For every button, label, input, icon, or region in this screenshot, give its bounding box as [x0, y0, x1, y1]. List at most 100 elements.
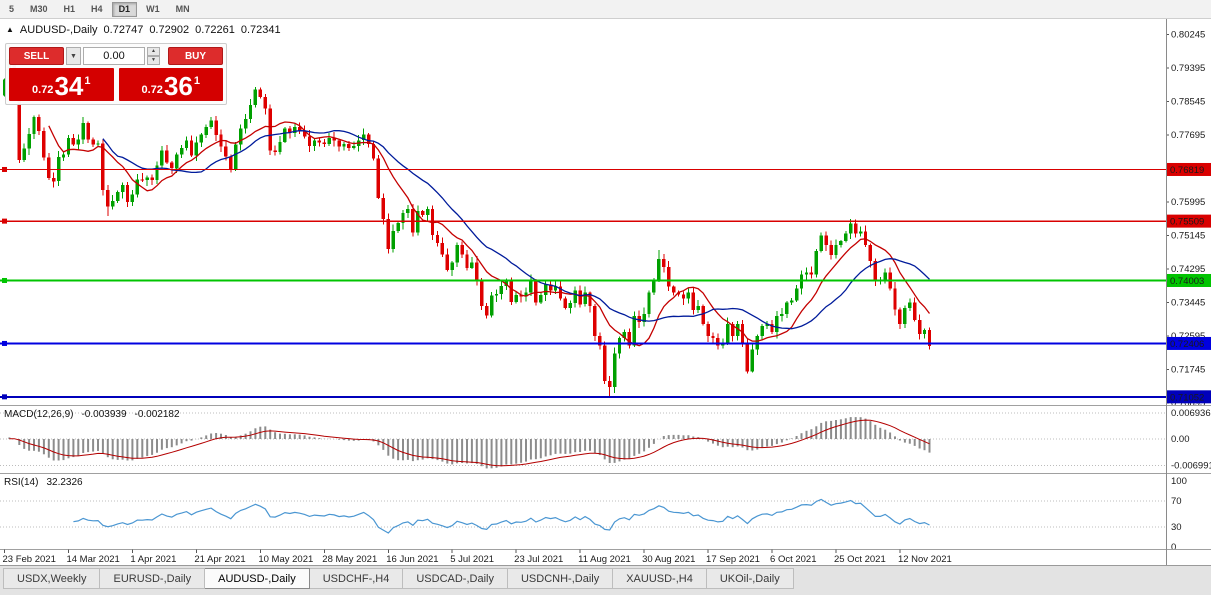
timeframe-h1[interactable]: H1 [57, 2, 83, 17]
macd-name: MACD(12,26,9) [4, 409, 74, 420]
macd-signal-line [9, 419, 930, 467]
level-handle[interactable] [2, 166, 7, 172]
price-badge [1167, 336, 1211, 350]
chart-title: ▲ AUDUSD-,Daily 0.72747 0.72902 0.72261 … [6, 24, 281, 36]
rsi-indicator-label: RSI(14) 32.2326 [4, 477, 83, 488]
ma-fast-line[interactable] [48, 121, 931, 347]
level-handle[interactable] [2, 218, 7, 224]
ohlc-open: 0.72747 [103, 24, 144, 36]
svg-text:0.70895: 0.70895 [1171, 398, 1205, 409]
timeframe-toolbar: 5 M30 H1 H4 D1 W1 MN [0, 0, 1211, 19]
ohlc-high: 0.72902 [149, 24, 190, 36]
chart-tab-usdx-weekly[interactable]: USDX,Weekly [3, 568, 101, 589]
level-handle[interactable] [2, 394, 7, 400]
price-axis-labels: 0.80245 0.79395 0.78545 0.77695 0.75995 0.751… [1166, 29, 1205, 409]
timeframe-h4[interactable]: H4 [84, 2, 110, 17]
svg-text:0.74295: 0.74295 [1171, 264, 1205, 275]
svg-text:0.76819: 0.76819 [1170, 165, 1204, 176]
svg-text:21 Apr 2021: 21 Apr 2021 [194, 554, 245, 565]
level-handle[interactable] [2, 340, 7, 346]
volume-input[interactable] [83, 47, 145, 65]
volume-stepper: ▲ ▼ [147, 47, 160, 65]
svg-text:1 Apr 2021: 1 Apr 2021 [130, 554, 176, 565]
svg-text:0.72595: 0.72595 [1171, 331, 1205, 342]
price-badge [1167, 162, 1211, 176]
svg-text:0.72406: 0.72406 [1170, 339, 1204, 350]
svg-text:0.75145: 0.75145 [1171, 230, 1205, 241]
chart-tab-eurusd-daily[interactable]: EURUSD-,Daily [100, 568, 206, 589]
svg-text:28 May 2021: 28 May 2021 [322, 554, 377, 565]
chart-tab-audusd-daily[interactable]: AUDUSD-,Daily [205, 568, 310, 589]
chart-tab-usdcnh-daily[interactable]: USDCNH-,Daily [507, 568, 614, 589]
svg-text:30: 30 [1171, 522, 1182, 533]
svg-text:17 Sep 2021: 17 Sep 2021 [706, 554, 760, 565]
svg-text:0.71052: 0.71052 [1170, 392, 1204, 403]
sell-price-big: 34 [54, 71, 84, 101]
rsi-line [73, 498, 930, 534]
svg-text:14 Mar 2021: 14 Mar 2021 [66, 554, 119, 565]
svg-text:0.75995: 0.75995 [1171, 197, 1205, 208]
svg-text:0.78545: 0.78545 [1171, 96, 1205, 107]
ma-slow-line[interactable] [102, 129, 930, 330]
buy-price-display[interactable]: 0.72 36 1 [118, 68, 223, 101]
svg-text:0.79395: 0.79395 [1171, 63, 1205, 74]
svg-text:0.75509: 0.75509 [1170, 217, 1204, 228]
price-badge [1167, 390, 1211, 404]
buy-price-prefix: 0.72 [141, 84, 163, 96]
buy-price-big: 36 [163, 71, 193, 101]
symbol-period-label: AUDUSD-,Daily [19, 24, 98, 36]
buy-price-pip: 1 [193, 75, 200, 87]
rsi-name: RSI(14) [4, 477, 39, 488]
price-chart-canvas[interactable]: 0.80245 0.79395 0.78545 0.77695 0.75995 0.751… [0, 19, 1211, 565]
svg-text:0.71745: 0.71745 [1171, 365, 1205, 376]
svg-text:100: 100 [1171, 476, 1187, 487]
timeframe-d1[interactable]: D1 [111, 1, 138, 17]
svg-text:12 Nov 2021: 12 Nov 2021 [898, 554, 952, 565]
macd-histogram [8, 417, 931, 469]
rsi-value: 32.2326 [46, 477, 83, 488]
timeframe-m30[interactable]: M30 [23, 2, 55, 17]
svg-text:25 Oct 2021: 25 Oct 2021 [834, 554, 886, 565]
svg-text:0.80245: 0.80245 [1171, 29, 1205, 40]
sell-button[interactable]: SELL [9, 47, 64, 65]
svg-text:30 Aug 2021: 30 Aug 2021 [642, 554, 695, 565]
ohlc-low: 0.72261 [195, 24, 235, 36]
chart-tab-ukoil-daily[interactable]: UKOil-,Daily [706, 568, 794, 589]
svg-text:11 Aug 2021: 11 Aug 2021 [578, 554, 631, 565]
chart-tab-xauusd-h4[interactable]: XAUUSD-,H4 [613, 568, 707, 589]
buy-button[interactable]: BUY [168, 47, 223, 65]
macd-value-signal: -0.002182 [134, 409, 180, 420]
ohlc-close: 0.72341 [240, 24, 281, 36]
timeframe-w1[interactable]: W1 [139, 2, 167, 17]
volume-dropdown-button[interactable]: ▼ [66, 47, 81, 65]
svg-text:23 Jul 2021: 23 Jul 2021 [514, 554, 563, 565]
indicator-gridlines [0, 412, 1166, 528]
svg-text:10 May 2021: 10 May 2021 [258, 554, 313, 565]
volume-decrease-button[interactable]: ▼ [147, 56, 160, 65]
time-axis-labels[interactable]: 23 Feb 2021 14 Mar 2021 1 Apr 2021 21 Apr 2… [3, 549, 952, 566]
one-click-trading-panel: SELL ▼ ▲ ▼ BUY 0.72 34 1 0.72 36 1 [5, 43, 227, 105]
chart-tab-usdcad-daily[interactable]: USDCAD-,Daily [403, 568, 508, 589]
svg-text:23 Feb 2021: 23 Feb 2021 [3, 554, 56, 565]
price-badge [1167, 214, 1211, 228]
svg-text:0.006936: 0.006936 [1171, 408, 1211, 419]
chart-tab-bar: USDX,Weekly EURUSD-,Daily AUDUSD-,Daily USD… [0, 565, 1211, 595]
chart-tab-usdchf-h4[interactable]: USDCHF-,H4 [309, 568, 404, 589]
svg-text:0.00: 0.00 [1171, 434, 1190, 445]
sell-price-display[interactable]: 0.72 34 1 [9, 68, 114, 101]
volume-increase-button[interactable]: ▲ [147, 47, 160, 56]
svg-text:0.74003: 0.74003 [1170, 276, 1204, 287]
svg-text:0.77695: 0.77695 [1171, 130, 1205, 141]
svg-text:0: 0 [1171, 542, 1176, 553]
timeframe-5[interactable]: 5 [2, 2, 21, 17]
timeframe-mn[interactable]: MN [169, 2, 197, 17]
sell-price-pip: 1 [84, 75, 91, 87]
chart-symbol-icon: ▲ [6, 24, 14, 34]
svg-text:6 Oct 2021: 6 Oct 2021 [770, 554, 816, 565]
svg-text:5 Jul 2021: 5 Jul 2021 [450, 554, 494, 565]
svg-text:16 Jun 2021: 16 Jun 2021 [386, 554, 438, 565]
level-handle[interactable] [2, 277, 7, 283]
svg-text:70: 70 [1171, 496, 1182, 507]
macd-indicator-label: MACD(12,26,9) -0.003939 -0.002182 [4, 409, 180, 420]
